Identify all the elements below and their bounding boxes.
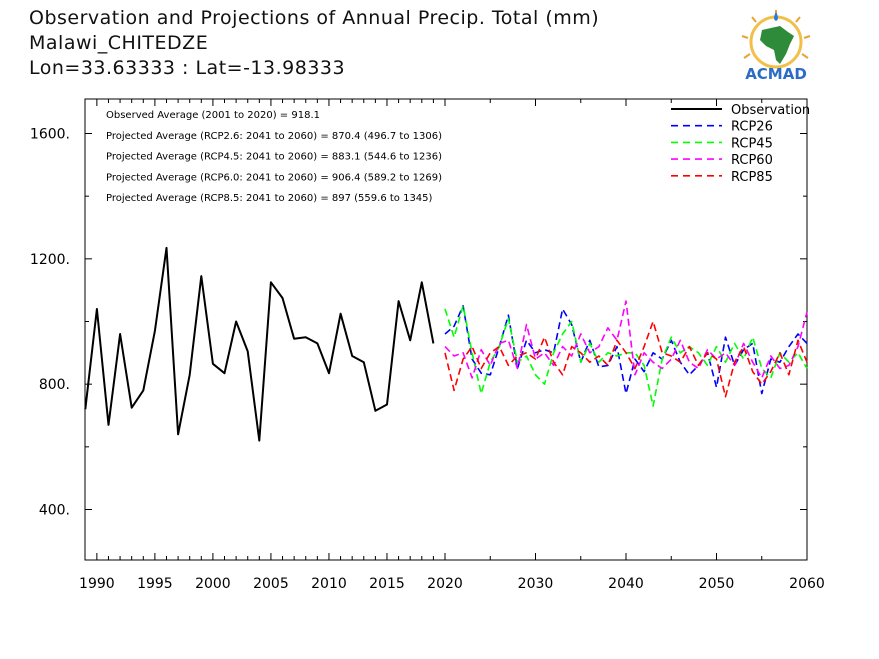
x-tick-label: 1995 bbox=[137, 576, 173, 592]
annotation-text: Projected Average (RCP6.0: 2041 to 2060)… bbox=[106, 172, 442, 183]
station-coordinates: Lon=33.63333 : Lat=-13.98333 bbox=[29, 57, 346, 79]
plot-frame bbox=[84, 98, 808, 561]
series-line-rcp85 bbox=[444, 320, 808, 398]
y-tick-label: 1200. bbox=[30, 252, 70, 268]
y-tick-label: 400. bbox=[39, 503, 70, 519]
x-tick-label: 2030 bbox=[518, 576, 554, 592]
y-tick-label: 1600. bbox=[30, 127, 70, 143]
series-line-rcp26 bbox=[444, 304, 808, 395]
y-tick-label: 800. bbox=[39, 377, 70, 393]
annotation-text: Observed Average (2001 to 2020) = 918.1 bbox=[106, 110, 320, 121]
chart-title: Observation and Projections of Annual Pr… bbox=[29, 7, 600, 29]
legend-label: RCP45 bbox=[731, 136, 773, 151]
annotation-text: Projected Average (RCP2.6: 2041 to 2060)… bbox=[106, 131, 442, 142]
x-tick-label: 2060 bbox=[789, 576, 825, 592]
station-name: Malawi_CHITEDZE bbox=[29, 32, 209, 54]
series-line-rcp60 bbox=[444, 300, 808, 379]
africa-icon bbox=[741, 10, 811, 69]
annotation-text: Projected Average (RCP4.5: 2041 to 2060)… bbox=[106, 152, 442, 163]
x-tick-label: 2010 bbox=[311, 576, 347, 592]
x-tick-label: 2000 bbox=[195, 576, 231, 592]
x-tick-label: 2005 bbox=[253, 576, 289, 592]
x-tick-label: 2050 bbox=[699, 576, 735, 592]
legend-label: Observation bbox=[731, 103, 810, 118]
x-tick-label: 1990 bbox=[79, 576, 115, 592]
series-line-observation bbox=[84, 246, 435, 442]
annotation-text: Projected Average (RCP8.5: 2041 to 2060)… bbox=[106, 193, 433, 204]
legend-label: RCP85 bbox=[731, 170, 773, 185]
x-tick-label: 2040 bbox=[608, 576, 644, 592]
x-tick-label: 2015 bbox=[369, 576, 405, 592]
legend-label: RCP26 bbox=[731, 120, 773, 135]
logo-text: ACMAD bbox=[745, 65, 807, 83]
x-tick-label: 2020 bbox=[427, 576, 463, 592]
legend-label: RCP60 bbox=[731, 153, 773, 168]
acmad-logo: ACMAD bbox=[736, 8, 816, 84]
